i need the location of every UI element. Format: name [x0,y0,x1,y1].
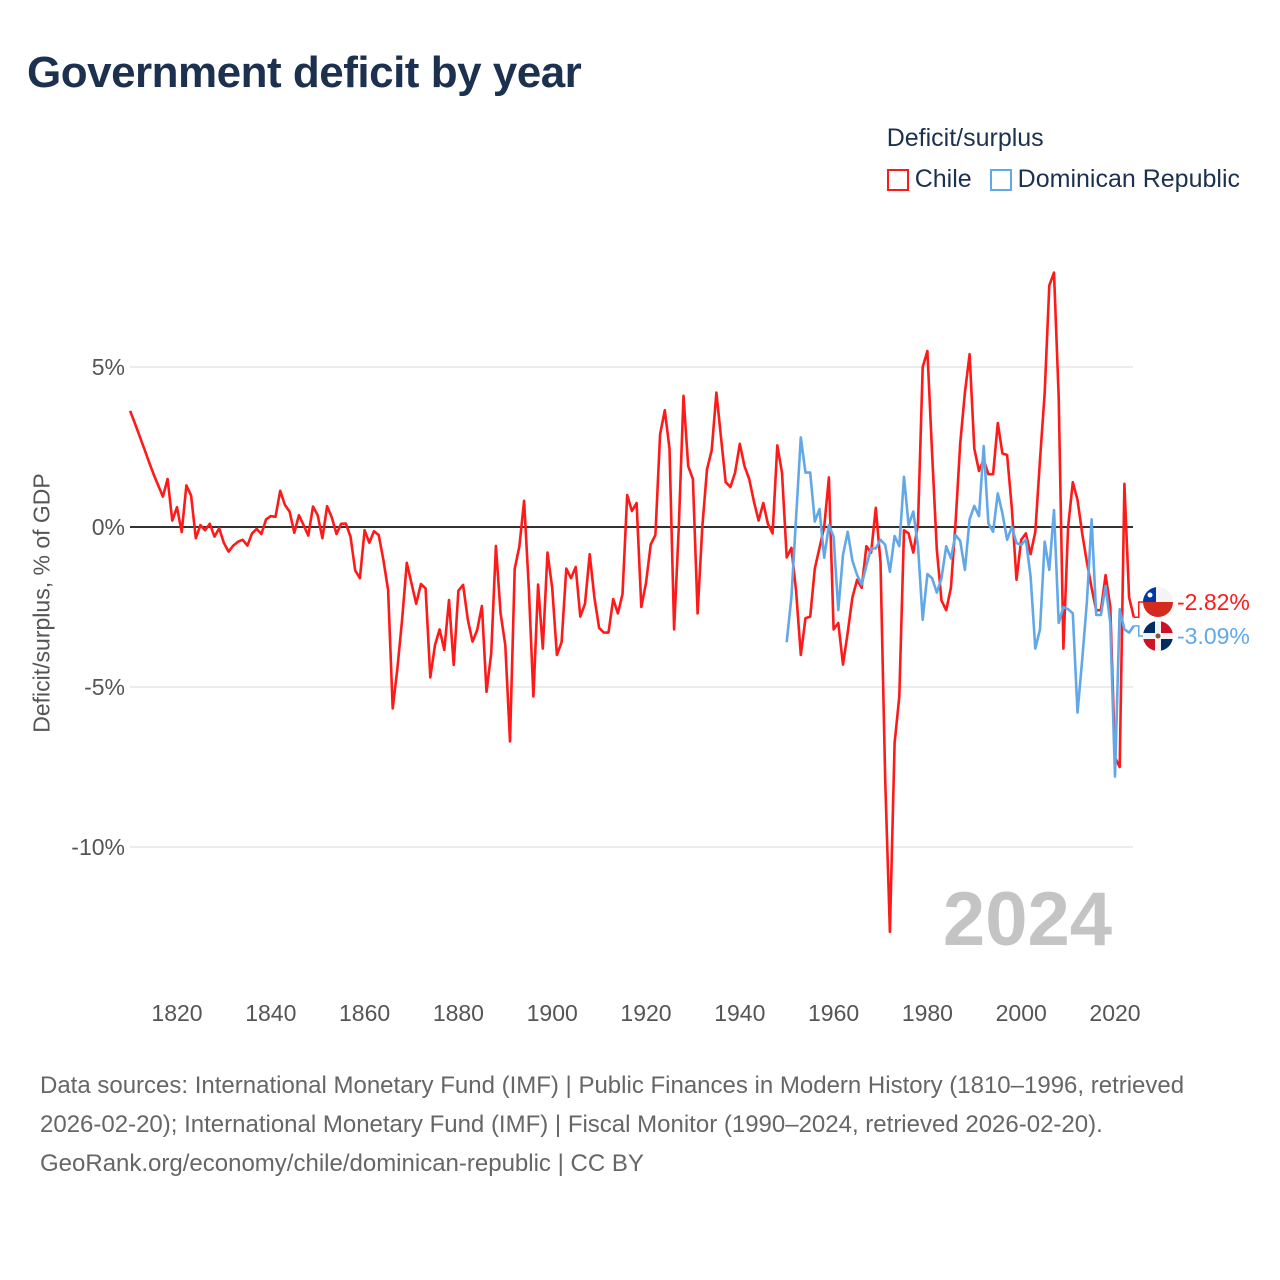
legend-swatch-chile [886,168,909,191]
x-tick-label: 2020 [1089,1000,1140,1026]
y-tick-label: -10% [71,834,125,860]
x-tick-label: 1940 [714,1000,765,1026]
chile-flag-icon [1143,587,1173,617]
legend-item-chile[interactable]: Chile [886,165,972,194]
legend-label-dominican-republic: Dominican Republic [1017,165,1240,193]
y-tick-label: -5% [84,674,125,700]
flag-q4 [1161,639,1173,651]
y-tick-label: 0% [92,514,125,540]
x-tick-label: 2000 [996,1000,1047,1026]
x-tick-label: 1880 [433,1000,484,1026]
legend-label-chile: Chile [914,165,972,193]
chart-title: Government deficit by year [27,48,582,97]
x-tick-label: 1840 [245,1000,296,1026]
flag-star [1147,592,1153,598]
end-label-connector [1133,625,1145,637]
x-tick-label: 1920 [620,1000,671,1026]
flag-body [1143,587,1173,617]
end-value-label: -3.09% [1177,623,1250,649]
flag-emblem [1155,633,1161,639]
footer: Data sources: International Monetary Fun… [40,1066,1240,1183]
flag-q2 [1161,621,1173,633]
x-tick-label: 1900 [527,1000,578,1026]
legend: Deficit/surplus Chile Dominican Republic [886,124,1240,194]
x-tick-label: 1980 [902,1000,953,1026]
x-tick-label: 1960 [808,1000,859,1026]
legend-swatch-dominican-republic [989,168,1012,191]
end-value-label: -2.82% [1177,589,1250,615]
series-line-dominican-republic [785,436,1135,778]
end-label-connector [1133,601,1145,618]
x-tick-label: 1860 [339,1000,390,1026]
y-tick-label: 5% [92,354,125,380]
flag-red [1143,602,1173,617]
legend-item-dominican-republic[interactable]: Dominican Republic [989,165,1240,194]
flag-body [1143,621,1173,651]
data-sources: Data sources: International Monetary Fun… [40,1072,1185,1138]
x-tick-label: 1820 [151,1000,202,1026]
dominican-republic-flag-icon [1143,621,1173,651]
legend-title: Deficit/surplus [886,124,1044,152]
credit-link[interactable]: GeoRank.org/economy/chile/dominican-repu… [40,1150,644,1177]
flag-q3 [1143,639,1155,651]
series-line-chile [128,271,1136,934]
year-watermark: 2024 [943,877,1112,962]
flag-q1 [1143,621,1155,633]
